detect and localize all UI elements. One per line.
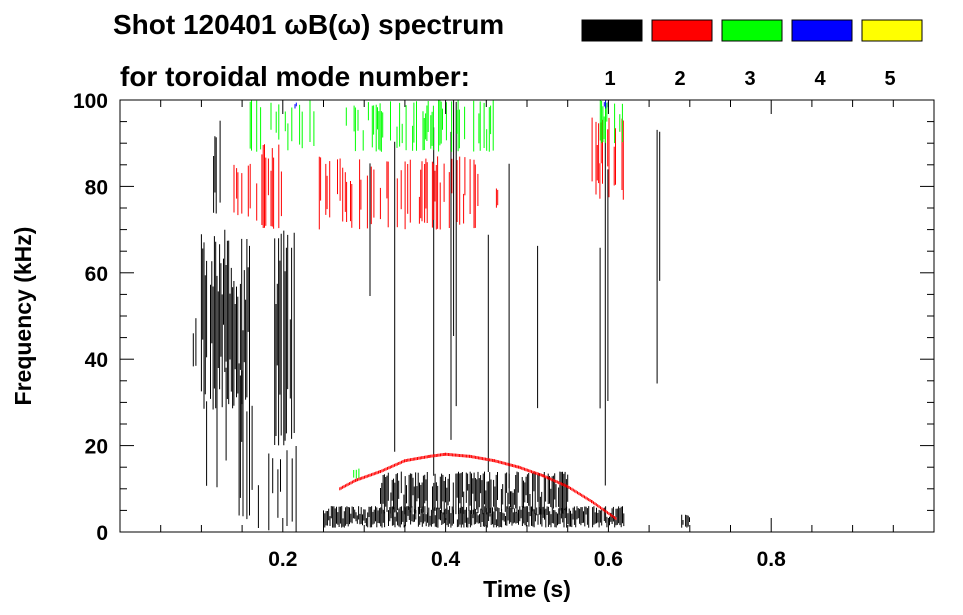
spectral-region-mode-4-25 (603, 100, 609, 109)
spectral-region-mode-1-14 (369, 127, 609, 489)
x-tick-label: 0.8 (757, 548, 787, 571)
y-tick-label: 0 (96, 522, 108, 545)
y-tick-label: 100 (73, 90, 108, 113)
spectral-region-mode-2-16 (249, 144, 282, 229)
spectral-region-mode-3-20 (249, 100, 315, 152)
spectral-region-mode-1-4 (274, 230, 295, 446)
spectral-region-mode-3-21 (345, 100, 494, 152)
axis-ticks: 0.2 0.4 0.6 0.8 0 20 40 60 80 100 (73, 90, 934, 571)
x-tick-label: 0.6 (594, 548, 623, 571)
spectral-region-mode-2-18 (495, 188, 499, 208)
legend-swatch-mode-3 (721, 19, 783, 42)
y-tick-label: 40 (85, 349, 108, 372)
y-tick-label: 80 (85, 176, 108, 199)
spectral-region-mode-2-15 (233, 164, 249, 217)
mode2-chirp (339, 452, 617, 521)
spectral-region-mode-1-7 (380, 471, 569, 515)
legend-swatch-mode-5 (861, 19, 923, 42)
legend-label-mode-1: 1 (604, 68, 615, 90)
spectrogram-data (192, 100, 690, 532)
legend-swatch-mode-2 (651, 19, 713, 42)
spectral-region-mode-1-5 (257, 446, 297, 532)
spectral-region-mode-3-22 (599, 100, 623, 144)
legend-label-mode-5: 5 (884, 68, 895, 90)
legend-label-mode-3: 3 (744, 68, 755, 90)
y-axis-label: Frequency (kHz) (10, 227, 36, 406)
x-tick-label: 0.2 (268, 548, 297, 571)
legend-label-mode-2: 2 (674, 68, 685, 90)
spectral-region-mode-1-13 (681, 514, 690, 528)
chart-title-line2: for toroidal mode number: (120, 61, 470, 92)
spectral-region-mode-3-23 (353, 468, 360, 480)
x-tick-label: 0.4 (431, 548, 461, 571)
spectral-region-mode-1-0 (192, 318, 197, 367)
y-tick-label: 60 (85, 263, 108, 286)
spectral-region-mode-1-2 (206, 363, 253, 520)
legend-label-mode-4: 4 (814, 68, 826, 90)
chart-title-line1: Shot 120401 ωB(ω) spectrum (113, 9, 504, 40)
spectral-region-mode-1-8 (450, 100, 457, 440)
spectral-region-mode-1-12 (656, 129, 661, 384)
spectral-region-mode-2-17 (318, 156, 479, 230)
legend-swatch-mode-1 (581, 19, 643, 42)
y-tick-label: 20 (85, 436, 108, 459)
legend: 1 2 3 4 5 (581, 19, 923, 90)
spectral-region-mode-1-3 (213, 120, 221, 214)
spectral-region-mode-1-1 (200, 229, 250, 410)
x-axis-label: Time (s) (483, 576, 571, 602)
legend-swatch-mode-4 (791, 19, 853, 42)
spectral-region-mode-4-24 (294, 102, 297, 109)
